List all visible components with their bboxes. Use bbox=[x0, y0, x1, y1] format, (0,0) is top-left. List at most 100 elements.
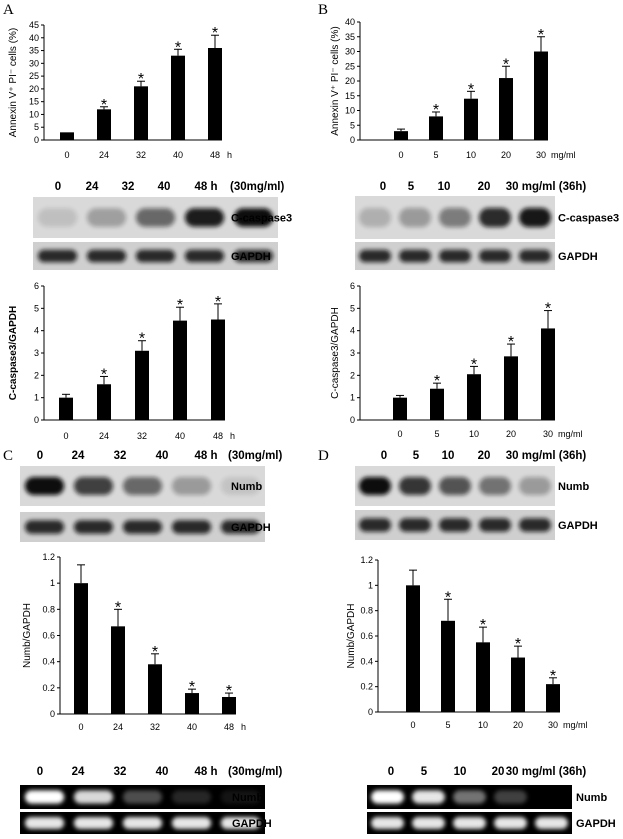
y-axis-label: C-caspase3/GAPDH bbox=[330, 307, 341, 399]
y-tick-label: 15 bbox=[29, 97, 39, 107]
significance-star: * bbox=[434, 373, 440, 390]
y-tick-label: 5 bbox=[34, 303, 39, 313]
band bbox=[535, 816, 568, 830]
band bbox=[171, 790, 212, 804]
band bbox=[171, 477, 212, 495]
band-label: Numb bbox=[558, 481, 589, 493]
chart-D: 0 0.2 0.4 0.6 0.8 1 1.2 0 * 5 * 10 * 20 * 30 mg/ml Numb/G… bbox=[346, 555, 588, 730]
bar bbox=[211, 319, 225, 420]
bar bbox=[406, 585, 420, 712]
x-tick-label: 40 bbox=[173, 150, 183, 160]
y-tick-label: 40 bbox=[345, 17, 355, 27]
band bbox=[479, 477, 511, 495]
lane-label: 40 bbox=[156, 766, 169, 778]
x-tick-label: 5 bbox=[434, 429, 439, 439]
significance-star: * bbox=[471, 356, 477, 373]
bar bbox=[511, 657, 525, 712]
blot-D_gel: 0 5 10 20 30 mg/ml (36h) Numb GAPDH bbox=[367, 766, 616, 834]
bar bbox=[208, 48, 222, 140]
y-tick-label: 45 bbox=[29, 20, 39, 30]
band bbox=[24, 520, 65, 534]
band-label: GAPDH bbox=[231, 522, 271, 534]
band bbox=[171, 520, 212, 534]
significance-star: * bbox=[152, 644, 158, 661]
x-unit-label: mg/ml bbox=[558, 429, 583, 439]
blot-A_casp: 0 24 32 40 48 h (30mg/ml) C-caspase3 GAPDH bbox=[33, 181, 292, 270]
bar bbox=[59, 397, 73, 420]
band bbox=[135, 249, 176, 263]
y-tick-label: 5 bbox=[34, 122, 39, 132]
band bbox=[24, 816, 65, 830]
lane-label: 20 bbox=[492, 766, 505, 778]
x-tick-label: 0 bbox=[63, 431, 68, 441]
x-unit-label: mg/ml bbox=[551, 150, 576, 160]
band bbox=[122, 816, 163, 830]
band bbox=[439, 249, 471, 263]
y-tick-label: 1 bbox=[350, 393, 355, 403]
lane-label: 0 bbox=[37, 766, 43, 778]
lane-label: 24 bbox=[86, 181, 99, 193]
y-tick-label: 0.8 bbox=[360, 606, 373, 616]
significance-star: * bbox=[515, 636, 521, 653]
y-tick-label: 5 bbox=[350, 303, 355, 313]
x-tick-label: 48 bbox=[213, 431, 223, 441]
bar bbox=[476, 642, 490, 712]
band bbox=[453, 790, 486, 804]
x-unit-label: mg/ml bbox=[563, 720, 588, 730]
significance-star: * bbox=[101, 97, 107, 114]
y-tick-label: 0.6 bbox=[42, 631, 55, 641]
chart-B2: 0 1 2 3 4 5 6 0 * 5 * 10 * 20 * 30 mg/ml C-caspase3/GAPDH bbox=[330, 281, 583, 439]
significance-star: * bbox=[215, 294, 221, 311]
lane-label: 32 bbox=[114, 450, 127, 462]
y-tick-label: 3 bbox=[34, 348, 39, 358]
x-tick-label: 32 bbox=[150, 722, 160, 732]
lane-label: 30 mg/ml (36h) bbox=[506, 766, 587, 778]
significance-star: * bbox=[175, 39, 181, 56]
x-unit-label: h bbox=[230, 431, 235, 441]
band bbox=[479, 249, 511, 263]
significance-star: * bbox=[508, 334, 514, 351]
x-tick-label: 48 bbox=[224, 722, 234, 732]
bar bbox=[534, 51, 548, 140]
lane-label: 0 bbox=[55, 181, 61, 193]
band bbox=[184, 208, 225, 227]
y-tick-label: 35 bbox=[29, 46, 39, 56]
bar bbox=[464, 98, 478, 140]
band-label: GAPDH bbox=[558, 520, 598, 532]
x-tick-label: 10 bbox=[466, 150, 476, 160]
band-label: C-caspase3 bbox=[558, 213, 619, 225]
x-tick-label: 40 bbox=[187, 722, 197, 732]
bar bbox=[148, 664, 162, 714]
band bbox=[233, 249, 274, 263]
band bbox=[122, 790, 163, 804]
bar bbox=[74, 583, 88, 714]
band bbox=[233, 208, 274, 227]
panel-letter-A: A bbox=[3, 2, 14, 18]
y-tick-label: 6 bbox=[350, 281, 355, 291]
band bbox=[439, 518, 471, 532]
significance-star: * bbox=[550, 668, 556, 685]
band bbox=[220, 520, 261, 534]
x-tick-label: 0 bbox=[78, 722, 83, 732]
y-tick-label: 5 bbox=[350, 120, 355, 130]
bar bbox=[171, 55, 185, 140]
x-tick-label: 24 bbox=[99, 150, 109, 160]
significance-star: * bbox=[139, 331, 145, 348]
lane-label: 20 bbox=[478, 181, 491, 193]
y-tick-label: 0.2 bbox=[42, 683, 55, 693]
y-tick-label: 2 bbox=[350, 370, 355, 380]
significance-star: * bbox=[445, 589, 451, 606]
band-label: GAPDH bbox=[232, 818, 272, 830]
bar bbox=[394, 131, 408, 140]
band bbox=[439, 477, 471, 495]
lane-label: 0 bbox=[37, 450, 43, 462]
band bbox=[519, 477, 551, 495]
y-axis-label: Numb/GAPDH bbox=[346, 603, 357, 668]
band-label: Numb bbox=[576, 792, 607, 804]
significance-star: * bbox=[177, 297, 183, 314]
lane-label: 10 bbox=[442, 450, 455, 462]
significance-star: * bbox=[226, 683, 232, 700]
y-axis-label: Numb/GAPDH bbox=[22, 603, 33, 668]
band bbox=[73, 816, 114, 830]
significance-star: * bbox=[538, 27, 544, 44]
